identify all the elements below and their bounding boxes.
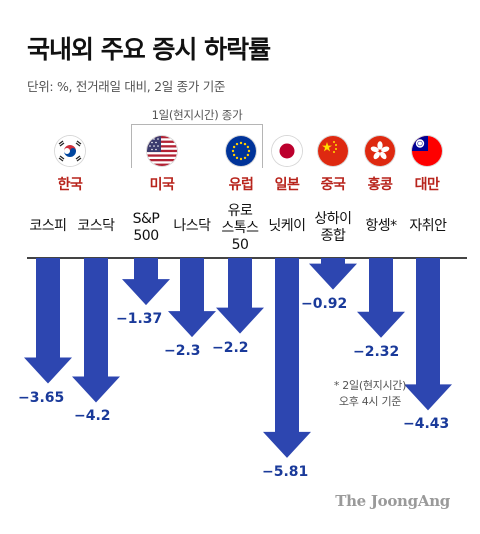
index-label-1: 코스닥	[56, 218, 136, 235]
usa-flag-icon	[147, 136, 177, 166]
index-label-line: 코스피	[29, 218, 67, 234]
korea-flag-icon	[55, 136, 85, 166]
footnote-line-1: * 2일(현지시간)	[333, 379, 407, 392]
value-label-3: −2.3	[164, 343, 201, 360]
bar-arrow-3	[168, 258, 216, 338]
bar-arrow-6	[309, 258, 357, 290]
chart-title: 국내외 주요 증시 하락률	[27, 35, 271, 64]
footnote-line-2: 오후 4시 기준	[338, 395, 402, 408]
region-label-taiwan: 대만	[414, 177, 440, 193]
index-label-5: 닛케이	[247, 218, 327, 235]
value-label-7: −2.32	[353, 343, 400, 360]
index-label-8: 자취안	[388, 218, 468, 235]
index-label-6: 상하이 종합	[293, 211, 373, 245]
us-eu-bracket	[131, 124, 263, 168]
value-label-5: −5.81	[262, 463, 309, 480]
index-label-2: S&P 500	[106, 211, 186, 245]
footnote: * 2일(현지시간) 오후 4시 기준	[310, 378, 430, 410]
index-label-7: 항셍*	[341, 218, 421, 235]
china-flag-icon	[318, 136, 348, 166]
value-label-6: −0.92	[301, 295, 348, 312]
bar-arrow-4	[216, 258, 264, 334]
value-label-8: −4.43	[403, 416, 450, 433]
region-label-hongkong: 홍콩	[367, 177, 393, 193]
bar-arrow-7	[357, 258, 405, 338]
value-label-4: −2.2	[212, 339, 249, 356]
chart-baseline	[27, 257, 467, 259]
index-label-line: 50	[231, 237, 249, 253]
hongkong-flag-icon	[365, 136, 395, 166]
index-label-line: 스톡스	[221, 220, 259, 236]
unit-note: 단위: %, 전거래일 대비, 2일 종가 기준	[27, 79, 226, 94]
eu-flag-icon	[226, 136, 256, 166]
region-label-japan: 일본	[274, 177, 300, 193]
index-label-line: 나스닥	[173, 218, 211, 234]
publisher-logo: The JoongAng	[335, 492, 450, 510]
japan-flag-icon	[272, 136, 302, 166]
index-label-0: 코스피	[8, 218, 88, 235]
index-label-line: 코스닥	[77, 218, 115, 234]
bar-arrow-5	[263, 258, 311, 458]
index-label-3: 나스닥	[152, 218, 232, 235]
region-label-china: 중국	[320, 177, 346, 193]
bar-arrow-2	[122, 258, 170, 306]
value-label-1: −4.2	[74, 408, 111, 425]
value-label-0: −3.65	[18, 389, 65, 406]
region-label-usa: 미국	[149, 177, 175, 193]
index-label-4: 유로 스톡스 50	[200, 203, 280, 254]
index-label-line: 500	[133, 228, 159, 244]
index-label-line: 자취안	[409, 218, 447, 234]
region-label-korea: 한국	[57, 177, 83, 193]
region-label-europe: 유럽	[228, 177, 254, 193]
index-label-line: S&P	[132, 211, 160, 227]
index-label-line: 상하이	[314, 211, 352, 227]
bar-arrow-8	[404, 258, 452, 411]
index-label-line: 항셍*	[365, 218, 397, 234]
index-label-line: 종합	[320, 228, 346, 244]
bar-arrow-1	[72, 258, 120, 403]
group-note: 1일(현지시간) 종가	[151, 108, 243, 122]
taiwan-flag-icon	[412, 136, 442, 166]
index-label-line: 닛케이	[268, 218, 306, 234]
value-label-2: −1.37	[116, 311, 163, 328]
index-label-line: 유로	[227, 203, 253, 219]
bar-arrow-0	[24, 258, 72, 384]
